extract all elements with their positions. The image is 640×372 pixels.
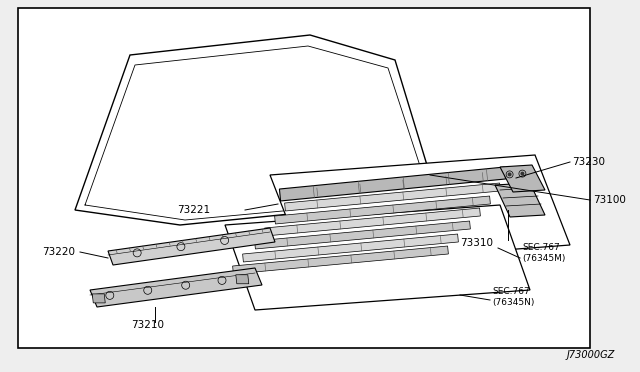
Polygon shape — [232, 246, 449, 274]
Text: 73210: 73210 — [131, 320, 164, 330]
Polygon shape — [495, 183, 545, 217]
Text: J73000GZ: J73000GZ — [567, 350, 615, 360]
Polygon shape — [270, 155, 570, 265]
Bar — [18, 8, 590, 348]
Text: SEC.767
(76345M): SEC.767 (76345M) — [522, 243, 565, 263]
Polygon shape — [75, 35, 430, 225]
Polygon shape — [285, 171, 500, 199]
Polygon shape — [92, 294, 105, 303]
Polygon shape — [236, 275, 249, 284]
Circle shape — [508, 172, 511, 176]
Circle shape — [520, 171, 524, 176]
Polygon shape — [225, 205, 530, 310]
Text: 73100: 73100 — [593, 195, 626, 205]
Text: 73220: 73220 — [42, 247, 75, 257]
Polygon shape — [243, 234, 458, 262]
Text: 73221: 73221 — [177, 205, 210, 215]
Polygon shape — [500, 165, 545, 192]
Polygon shape — [90, 268, 262, 307]
Text: 73230: 73230 — [572, 157, 605, 167]
Polygon shape — [264, 208, 481, 236]
Polygon shape — [280, 167, 506, 201]
Text: SEC.767
(76345N): SEC.767 (76345N) — [492, 287, 534, 307]
Polygon shape — [255, 221, 470, 249]
Text: 73310: 73310 — [460, 238, 493, 248]
Polygon shape — [108, 228, 275, 265]
Polygon shape — [285, 183, 500, 211]
Polygon shape — [275, 196, 490, 224]
